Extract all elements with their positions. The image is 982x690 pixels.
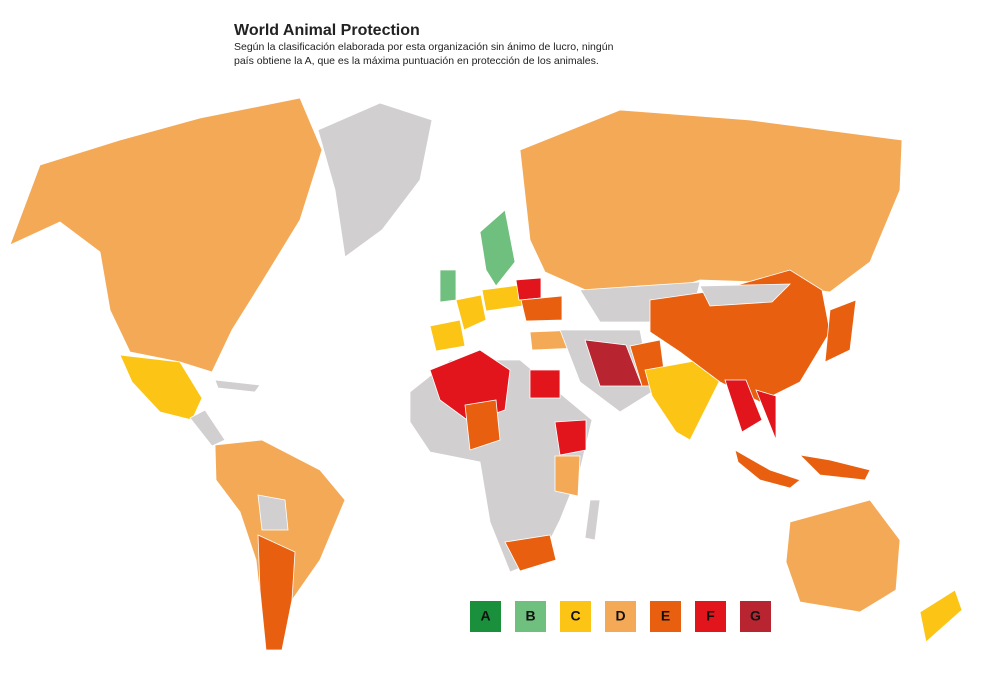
france	[455, 294, 487, 331]
legend: A B C D E F G	[470, 601, 771, 632]
legend-swatch	[740, 601, 771, 632]
bolivia	[257, 494, 289, 531]
japan	[824, 299, 857, 363]
legend-swatch	[515, 601, 546, 632]
china	[649, 269, 831, 403]
legend-swatch	[470, 601, 501, 632]
legend-label: C	[570, 608, 580, 624]
ukraine	[520, 295, 563, 322]
east-africa	[554, 455, 581, 497]
spain	[429, 319, 466, 352]
ethiopia	[554, 419, 587, 456]
central-america	[189, 409, 226, 447]
legend-label: G	[750, 608, 761, 624]
legend-swatch	[605, 601, 636, 632]
belarus	[515, 277, 542, 301]
scandinavia	[479, 209, 516, 287]
countries	[9, 97, 963, 651]
south-africa	[504, 534, 557, 572]
subtitle: Según la clasificación elaborada por est…	[234, 41, 614, 53]
legend-label: B	[525, 608, 535, 624]
russia	[519, 109, 903, 301]
new-zealand	[919, 589, 963, 643]
central-europe	[481, 284, 523, 312]
subtitle: país obtiene la A, que es la máxima punt…	[234, 55, 599, 67]
legend-swatch	[560, 601, 591, 632]
egypt	[529, 369, 561, 399]
legend-label: F	[706, 608, 715, 624]
greenland	[317, 102, 433, 258]
legend-label: D	[615, 608, 625, 624]
nigeria	[464, 399, 501, 451]
indonesia	[734, 449, 801, 489]
legend-label: A	[480, 608, 490, 624]
legend-swatch	[650, 601, 681, 632]
north-america	[9, 97, 323, 373]
uk	[439, 269, 457, 303]
legend-label: E	[661, 608, 670, 624]
caribbean	[214, 379, 261, 393]
title: World Animal Protection	[234, 22, 420, 39]
indonesia-east	[798, 454, 871, 481]
madagascar	[584, 499, 601, 541]
vietnam	[755, 389, 777, 441]
mongolia	[699, 283, 791, 307]
legend-swatch	[695, 601, 726, 632]
myanmar-thailand	[724, 379, 763, 433]
australia	[785, 499, 901, 613]
argentina	[257, 534, 296, 651]
